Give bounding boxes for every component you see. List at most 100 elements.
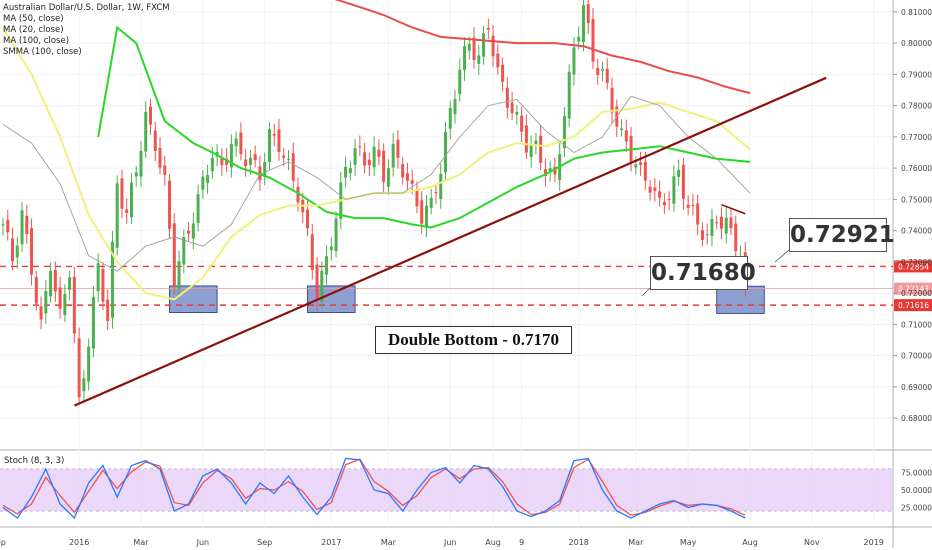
legend-item-ma20: MA (20, close) — [3, 25, 64, 35]
candle-bull — [91, 296, 95, 349]
price-label-text: 0.72854 — [898, 262, 929, 271]
candle-bear — [705, 234, 709, 236]
support-zones — [169, 285, 765, 314]
time-tick-label: Sep — [0, 538, 6, 547]
callout-connector — [641, 287, 651, 297]
candle-bear — [277, 129, 281, 152]
stoch-tick-label: 25.0000 — [901, 504, 932, 513]
callout-lower-price: 0.71680 — [650, 256, 756, 290]
time-tick-label: May — [680, 538, 697, 547]
stoch-title: Stoch (8, 3, 3) — [4, 456, 65, 466]
callout-connector — [774, 249, 790, 263]
candle-bull — [63, 294, 67, 315]
candle-bear — [25, 215, 29, 235]
rising-trendline — [73, 76, 827, 407]
time-tick-label: Jun — [443, 538, 457, 547]
candle-bear — [510, 102, 514, 114]
price-tick-label: 0.68000 — [901, 414, 932, 423]
candle-bear — [39, 306, 43, 320]
stoch-k-line — [2, 457, 746, 520]
candle-bear — [643, 161, 647, 181]
ma-line — [97, 25, 751, 229]
candle-bull — [601, 69, 605, 71]
time-tick-label: 2019 — [864, 538, 884, 547]
candle-bear — [158, 147, 162, 168]
candle-bear — [106, 299, 110, 321]
time-tick-label: Nov — [804, 538, 820, 547]
candle-bear — [377, 149, 381, 157]
candle-bear — [239, 132, 243, 155]
candle-bull — [448, 108, 452, 129]
candle-bear — [420, 200, 424, 224]
candle-bear — [505, 87, 509, 108]
legend-item-ma50: MA (50, close) — [3, 14, 64, 24]
time-tick-label: 9 — [519, 538, 524, 547]
candle-bear — [220, 157, 224, 166]
candle-bear — [434, 192, 438, 194]
candle-bull — [20, 210, 24, 245]
candle-bull — [44, 290, 48, 314]
price-tick-label: 0.70000 — [901, 352, 932, 361]
candle-bear — [491, 35, 495, 57]
candle-bear — [700, 230, 704, 240]
candle-bull — [206, 175, 210, 183]
candle-bull — [96, 263, 100, 292]
candle-bull — [115, 183, 119, 248]
candle-bear — [282, 155, 286, 158]
candle-bear — [382, 150, 386, 182]
candle-bear — [306, 209, 310, 229]
candle-bull — [463, 46, 467, 70]
candle-bear — [539, 135, 543, 163]
candle-bull — [182, 237, 186, 265]
candle-bull — [620, 128, 624, 130]
candle-bull — [572, 47, 576, 75]
price-label-text: 0.71616 — [898, 301, 929, 310]
candle-bear — [591, 19, 595, 62]
stoch-tick-label: 75.0000 — [901, 469, 932, 478]
time-tick-label: 2018 — [569, 538, 589, 547]
price-tick-label: 0.79000 — [901, 70, 932, 79]
candle-bull — [534, 140, 538, 145]
candle-bear — [410, 179, 414, 184]
candle-bull — [234, 138, 238, 147]
price-label-text: 0.72143 — [898, 285, 929, 294]
candle-bull — [529, 144, 533, 158]
candle-bear — [653, 187, 657, 191]
candle-bear — [524, 125, 528, 153]
candle-bear — [696, 203, 700, 225]
candle-bull — [49, 270, 53, 297]
candle-bear — [639, 162, 643, 166]
candle-bull — [439, 174, 443, 199]
pattern-label: Double Bottom - 0.7170 — [375, 326, 572, 354]
candle-bear — [367, 159, 371, 166]
candle-bear — [101, 268, 105, 302]
candle-bear — [58, 287, 62, 309]
candle-bull — [134, 172, 138, 177]
stoch-tick-label: 50.0000 — [901, 486, 932, 495]
candle-bull — [429, 198, 433, 208]
candle-bull — [348, 168, 352, 174]
candle-bear — [153, 130, 157, 151]
price-tick-label: 0.75000 — [901, 195, 932, 204]
time-tick-label: Aug — [485, 538, 501, 547]
candle-bear — [472, 37, 476, 61]
candle-bear — [163, 165, 167, 175]
stoch-band — [0, 469, 893, 511]
candle-bear — [496, 53, 500, 68]
candle-bull — [577, 36, 581, 42]
candle-bear — [225, 159, 229, 165]
candle-bear — [291, 153, 295, 181]
candle-bear — [553, 166, 557, 175]
candle-bull — [386, 168, 390, 187]
time-tick-label: Mar — [133, 538, 149, 547]
price-tick-label: 0.74000 — [901, 227, 932, 236]
candle-bull — [548, 168, 552, 173]
support-zone — [169, 285, 218, 313]
candle-bull — [444, 132, 447, 173]
candle-bear — [272, 133, 276, 136]
candle-bear — [648, 186, 652, 193]
support-zone — [307, 285, 356, 313]
candle-bull — [87, 346, 91, 382]
